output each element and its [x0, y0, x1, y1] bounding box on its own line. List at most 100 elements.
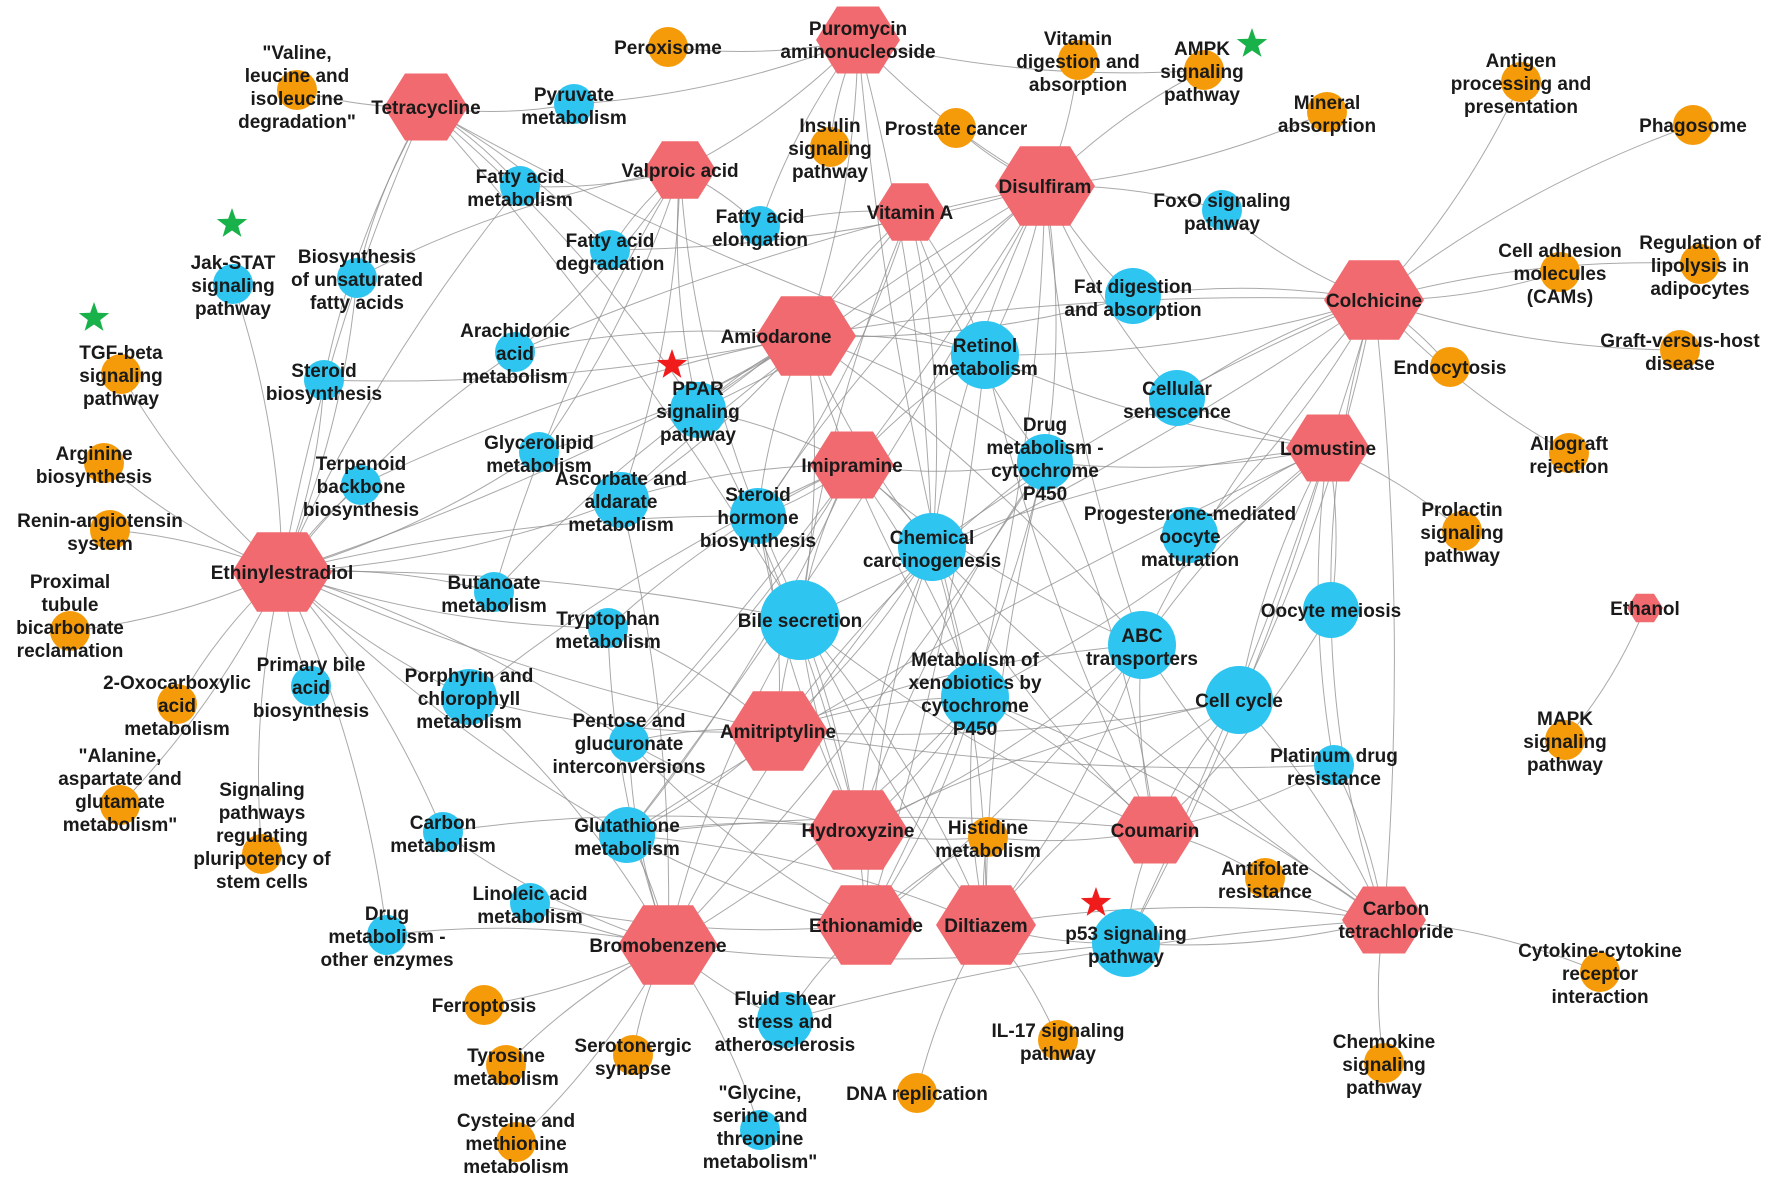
pathway-node-bile_sec[interactable] — [760, 580, 840, 660]
pathway-node-jakstat[interactable] — [213, 264, 253, 304]
pathway-node-antigen[interactable] — [1501, 62, 1541, 102]
pathway-node-steroid_horm[interactable] — [730, 488, 786, 544]
drug-node-vitamina[interactable] — [874, 183, 946, 241]
pathway-node-gvhd[interactable] — [1660, 330, 1700, 370]
pathway-node-oxocarb[interactable] — [157, 684, 197, 724]
pathway-node-primary_bile[interactable] — [291, 666, 331, 706]
pathway-node-dna_rep[interactable] — [897, 1073, 937, 1113]
pathway-node-cytokine[interactable] — [1580, 952, 1620, 992]
pathway-node-glycine[interactable] — [740, 1110, 780, 1150]
pathway-node-tgfbeta[interactable] — [101, 354, 141, 394]
pathway-node-butanoate[interactable] — [474, 572, 514, 612]
drug-node-carbontet[interactable] — [1342, 886, 1426, 954]
pathway-node-il17[interactable] — [1038, 1020, 1078, 1060]
pathway-node-steroid_bio[interactable] — [304, 360, 344, 400]
pathway-node-insulin[interactable] — [810, 127, 850, 167]
pathway-node-serotonergic[interactable] — [613, 1035, 653, 1075]
edge-valproic-ppar — [676, 169, 699, 411]
node-label-alanine: "Alanine, aspartate and glutamate metabolis… — [58, 746, 182, 836]
pathway-node-arachidonic[interactable] — [495, 332, 535, 372]
pathway-node-drug_p450[interactable] — [1017, 434, 1073, 490]
pathway-node-ascorbate[interactable] — [593, 472, 649, 528]
pathway-node-cell_cycle[interactable] — [1205, 666, 1273, 734]
pathway-node-retinol[interactable] — [951, 321, 1019, 389]
drug-node-amiodarone[interactable] — [756, 296, 856, 376]
pathway-node-alanine[interactable] — [100, 785, 140, 825]
drug-node-valproic[interactable] — [644, 141, 716, 199]
drug-node-tetracycline[interactable] — [384, 73, 468, 141]
drug-node-imipramine[interactable] — [810, 431, 894, 499]
pathway-node-prolactin[interactable] — [1442, 511, 1482, 551]
pathway-node-renin[interactable] — [90, 510, 130, 550]
drug-node-ethinylestradiol[interactable] — [232, 532, 332, 612]
pathway-node-pluripotency[interactable] — [242, 834, 282, 874]
pathway-node-glycerolipid[interactable] — [519, 432, 559, 472]
node-label-line: Amiodarone — [721, 327, 832, 348]
pathway-node-fluid_shear[interactable] — [757, 992, 813, 1048]
pathway-node-platinum[interactable] — [1314, 745, 1354, 785]
pathway-node-cams[interactable] — [1540, 252, 1580, 292]
pathway-node-pentose[interactable] — [609, 722, 649, 762]
pathway-node-histidine[interactable] — [968, 817, 1008, 857]
pathway-node-xeno_p450[interactable] — [941, 663, 1009, 731]
drug-node-diltiazem[interactable] — [936, 885, 1036, 965]
drug-node-colchicine[interactable] — [1324, 260, 1424, 340]
pathway-node-mineral[interactable] — [1307, 92, 1347, 132]
pathway-node-ppar[interactable] — [670, 382, 726, 438]
pathway-node-oocyte_mei[interactable] — [1303, 582, 1359, 638]
node-label-line: metabolism — [462, 367, 568, 388]
pathway-node-fa_metab[interactable] — [500, 166, 540, 206]
pathway-node-porphyrin[interactable] — [441, 669, 497, 725]
drug-node-disulfiram[interactable] — [995, 146, 1095, 226]
node-label-line: Mineral — [1294, 93, 1361, 114]
node-label-line: xenobiotics by — [908, 673, 1041, 694]
node-label-platinum: Platinum drug resistance — [1270, 746, 1398, 790]
pathway-node-foxo[interactable] — [1202, 190, 1242, 230]
pathway-node-chem_carc[interactable] — [898, 513, 966, 581]
pathway-node-arginine[interactable] — [84, 443, 124, 483]
pathway-node-proximal[interactable] — [50, 611, 90, 651]
pathway-node-chemokine[interactable] — [1364, 1043, 1404, 1083]
pathway-node-abc[interactable] — [1108, 611, 1176, 679]
pathway-node-valine[interactable] — [277, 70, 317, 110]
pathway-node-cysteine[interactable] — [496, 1122, 536, 1162]
pathway-node-antifolate[interactable] — [1245, 858, 1285, 898]
pathway-node-unsat_fa[interactable] — [337, 258, 377, 298]
pathway-node-glutathione[interactable] — [599, 807, 655, 863]
pathway-node-tryptophan[interactable] — [588, 608, 628, 648]
pathway-node-prostate[interactable] — [936, 108, 976, 148]
node-label-line: other enzymes — [320, 950, 453, 971]
pathway-node-fa_degr[interactable] — [590, 230, 630, 270]
drug-node-bromobenzene[interactable] — [618, 905, 718, 985]
pathway-node-p53[interactable] — [1092, 909, 1160, 977]
pathway-node-progesterone[interactable] — [1162, 507, 1218, 563]
pathway-node-phagosome[interactable] — [1673, 105, 1713, 145]
pathway-node-tyrosine[interactable] — [486, 1045, 526, 1085]
pathway-node-terpenoid[interactable] — [341, 465, 381, 505]
pathway-node-ferroptosis[interactable] — [464, 985, 504, 1025]
pathway-node-fat_dig[interactable] — [1105, 268, 1161, 324]
pathway-node-allograft[interactable] — [1549, 433, 1589, 473]
pathway-node-pyruvate[interactable] — [554, 84, 594, 124]
pathway-node-mapk[interactable] — [1545, 720, 1585, 760]
pathway-node-lipolysis[interactable] — [1680, 244, 1720, 284]
node-label-lomustine: Lomustine — [1280, 439, 1376, 460]
drug-node-hydroxyzine[interactable] — [808, 790, 908, 870]
drug-node-coumarin[interactable] — [1113, 796, 1197, 864]
pathway-node-senescence[interactable] — [1149, 370, 1205, 426]
pathway-node-linoleic[interactable] — [510, 883, 550, 923]
drug-node-lomustine[interactable] — [1286, 414, 1370, 482]
pathway-node-drug_other[interactable] — [367, 915, 407, 955]
drug-node-ethionamide[interactable] — [816, 885, 916, 965]
drug-node-amitriptyline[interactable] — [728, 691, 828, 771]
pathway-node-ampk[interactable] — [1184, 50, 1224, 90]
pathway-node-endocytosis[interactable] — [1430, 347, 1470, 387]
edge-carbontet-xeno_p450 — [974, 696, 1385, 921]
pathway-node-fa_elong[interactable] — [740, 206, 780, 246]
pathway-node-vitamin_dig[interactable] — [1058, 40, 1098, 80]
pathway-node-peroxisome[interactable] — [648, 27, 688, 67]
pathway-node-carbon_met[interactable] — [423, 812, 463, 852]
edge-valproic-glycerolipid — [538, 169, 681, 453]
drug-node-ethanol[interactable] — [1627, 593, 1663, 623]
drug-node-puromycin[interactable] — [816, 6, 900, 74]
